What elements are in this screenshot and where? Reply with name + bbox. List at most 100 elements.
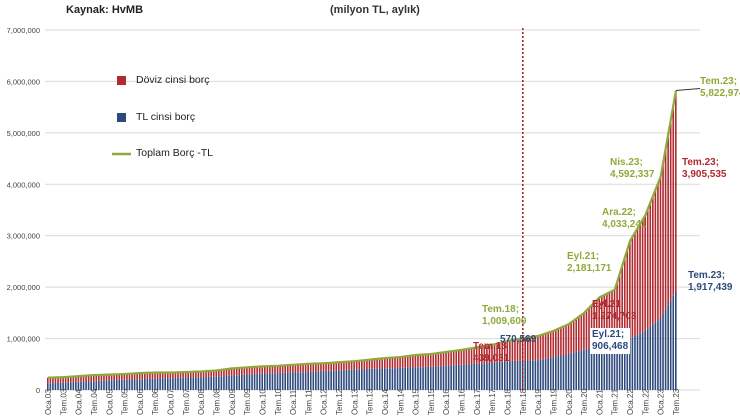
bar-tl xyxy=(200,377,202,390)
bar-tl xyxy=(110,380,113,390)
bar-tl xyxy=(169,378,172,390)
bar-fx xyxy=(172,372,174,379)
bar-fx xyxy=(327,362,330,371)
x-tick-label: Tem.17 xyxy=(488,388,497,415)
bar-tl xyxy=(547,358,549,390)
x-tick-label: Oca.14 xyxy=(381,389,390,415)
bar-tl xyxy=(131,379,133,390)
bar-tl xyxy=(386,368,389,390)
bar-fx xyxy=(486,345,488,364)
bar-fx xyxy=(606,293,608,345)
bar-fx xyxy=(52,377,54,384)
data-label: Tem.23; 1,917,439 xyxy=(688,270,733,294)
x-tick-label: Tem.09 xyxy=(243,388,252,415)
bar-tl xyxy=(304,372,307,390)
bar-tl xyxy=(54,383,57,390)
bar-tl xyxy=(220,376,223,390)
legend-total: Toplam Borç -TL xyxy=(136,147,214,159)
bar-fx xyxy=(580,314,583,351)
bar-fx xyxy=(626,249,629,340)
legend-swatch-tl xyxy=(117,113,126,122)
bar-tl xyxy=(486,363,488,390)
bar-tl xyxy=(652,324,654,390)
x-tick-label: Tem.20 xyxy=(580,388,589,415)
bar-fx xyxy=(672,104,675,296)
bar-fx xyxy=(572,320,575,353)
data-label-line: 2,181,171 xyxy=(567,263,612,274)
bar-fx xyxy=(442,352,445,366)
bar-tl xyxy=(399,367,401,390)
bar-fx xyxy=(279,365,281,373)
bar-fx xyxy=(560,327,562,356)
bar-tl xyxy=(432,366,435,390)
bar-fx xyxy=(526,337,529,361)
y-tick-label: 6,000,000 xyxy=(7,77,40,86)
bar-tl xyxy=(126,379,128,390)
bar-tl xyxy=(297,372,299,390)
data-label-line: Nis.23; xyxy=(610,157,643,168)
data-label-line: Tem.23; xyxy=(682,157,720,168)
bar-fx xyxy=(350,361,353,370)
data-label-line: 4,033,241 xyxy=(602,219,647,230)
bar-fx xyxy=(618,273,621,343)
bar-fx xyxy=(338,362,340,371)
bar-tl xyxy=(447,365,450,390)
x-tick-label: Oca.19 xyxy=(534,389,543,415)
bar-fx xyxy=(524,337,526,361)
bar-tl xyxy=(269,373,271,390)
bar-fx xyxy=(422,354,424,368)
bar-fx xyxy=(649,202,652,327)
bar-fx xyxy=(123,374,126,380)
bar-tl xyxy=(241,374,243,390)
legend-swatch-fx xyxy=(117,76,126,85)
bar-fx xyxy=(639,223,641,334)
bar-tl xyxy=(263,373,266,390)
bar-fx xyxy=(424,354,427,368)
data-label-line: 4,592,337 xyxy=(610,169,655,180)
bar-tl xyxy=(509,361,511,390)
bar-fx xyxy=(246,367,248,375)
bar-tl xyxy=(422,367,424,390)
bar-fx xyxy=(575,318,578,352)
data-label: Ara.22; 4,033,241 xyxy=(602,207,647,231)
bar-tl xyxy=(276,373,279,390)
bar-tl xyxy=(521,360,524,390)
bar-tl xyxy=(118,379,121,390)
bar-fx xyxy=(274,365,276,374)
bar-tl xyxy=(258,373,261,390)
bar-fx xyxy=(317,363,320,372)
bar-tl xyxy=(598,345,601,390)
bar-fx xyxy=(253,366,256,375)
bar-tl xyxy=(202,377,205,390)
bar-tl xyxy=(348,369,350,390)
x-tick-label: Oca.05 xyxy=(105,389,114,415)
bar-tl xyxy=(534,360,537,390)
x-tick-label: Tem.16 xyxy=(458,388,467,415)
x-tick-label: Oca.23 xyxy=(657,389,666,415)
bar-tl xyxy=(149,378,151,390)
bar-tl xyxy=(634,336,636,390)
bar-fx xyxy=(238,367,241,376)
line-total xyxy=(47,90,678,379)
bar-tl xyxy=(159,378,161,390)
bar-fx xyxy=(516,339,519,361)
bar-fx xyxy=(113,374,115,381)
bar-tl xyxy=(218,376,220,390)
x-tick-label: Tem.06 xyxy=(151,388,160,415)
bar-tl xyxy=(460,364,463,390)
bar-tl xyxy=(294,372,297,390)
bar-tl xyxy=(266,373,269,390)
bar-tl xyxy=(445,365,447,390)
bar-tl xyxy=(161,378,164,390)
bar-fx xyxy=(304,363,307,373)
bar-fx xyxy=(64,376,67,383)
bar-tl xyxy=(72,382,75,390)
data-label: Tem.23; 3,905,535 xyxy=(682,157,727,181)
x-tick-label: Tem.03 xyxy=(59,388,68,415)
bar-tl xyxy=(210,376,212,390)
x-tick-label: Tem.23 xyxy=(672,388,681,415)
bar-fx xyxy=(345,361,348,370)
bar-tl xyxy=(80,381,82,390)
bar-tl xyxy=(133,379,136,390)
